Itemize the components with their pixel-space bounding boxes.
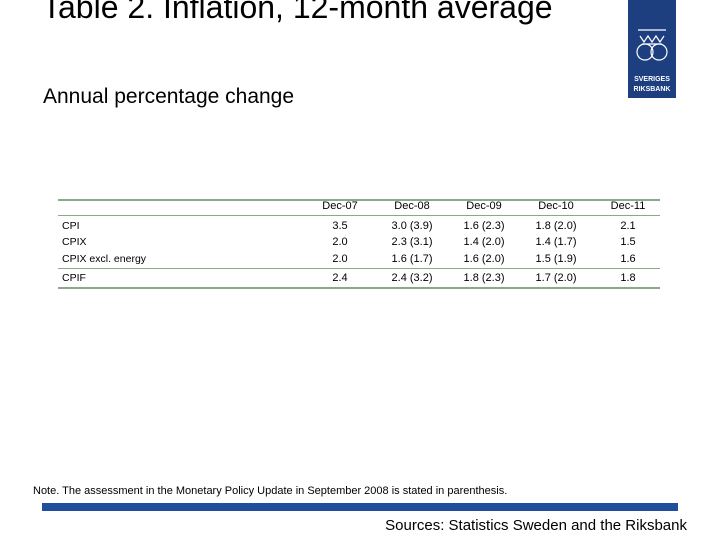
- column-header: Dec-07: [322, 200, 358, 212]
- cell: 1.8 (2.0): [535, 220, 577, 232]
- cell: 1.4 (1.7): [535, 236, 577, 248]
- column-header: Dec-09: [466, 200, 502, 212]
- column-header: Dec-11: [610, 200, 646, 212]
- rule: [58, 287, 660, 289]
- cell: 1.5: [620, 236, 636, 248]
- row-label: CPIX: [62, 236, 87, 248]
- footer-bar: [42, 503, 678, 511]
- title: Table 2. Inflation, 12-month average: [42, 0, 553, 25]
- subtitle: Annual percentage change: [43, 85, 295, 108]
- logo: SVERIGES RIKSBANK: [628, 0, 676, 98]
- cell: 1.8 (2.3): [463, 272, 505, 284]
- cell: 2.4: [332, 272, 348, 284]
- cell: 1.6 (2.0): [463, 253, 505, 265]
- sources: Sources: Statistics Sweden and the Riksb…: [385, 517, 687, 534]
- cell: 2.1: [620, 220, 636, 232]
- column-header: Dec-08: [394, 200, 430, 212]
- logo-emblem: [636, 29, 668, 61]
- row-label: CPIX excl. energy: [62, 253, 147, 265]
- row-label: CPI: [62, 220, 80, 232]
- cell: 3.0 (3.9): [391, 220, 433, 232]
- cell: 2.4 (3.2): [391, 272, 433, 284]
- rule: [58, 199, 660, 201]
- rule: [58, 268, 660, 269]
- cell: 1.7 (2.0): [535, 272, 577, 284]
- row-label: CPIF: [62, 272, 86, 284]
- rule: [58, 215, 660, 216]
- cell: 2.0: [332, 253, 348, 265]
- cell: 2.0: [332, 236, 348, 248]
- logo-text: SVERIGES: [634, 76, 670, 83]
- table: Dec-07 Dec-08 Dec-09 Dec-10 Dec-11 CPI 3.5 3.0 …: [58, 199, 660, 289]
- cell: 1.5 (1.9): [535, 253, 577, 265]
- cell: 1.6 (2.3): [463, 220, 505, 232]
- cell: 1.6: [620, 253, 636, 265]
- note: Note. The assessment in the Monetary Pol…: [33, 485, 508, 497]
- cell: 1.8: [620, 272, 636, 284]
- cell: 1.6 (1.7): [391, 253, 433, 265]
- cell: 3.5: [332, 220, 348, 232]
- logo-text: RIKSBANK: [633, 86, 671, 93]
- column-header: Dec-10: [538, 200, 574, 212]
- cell: 2.3 (3.1): [391, 236, 433, 248]
- cell: 1.4 (2.0): [463, 236, 505, 248]
